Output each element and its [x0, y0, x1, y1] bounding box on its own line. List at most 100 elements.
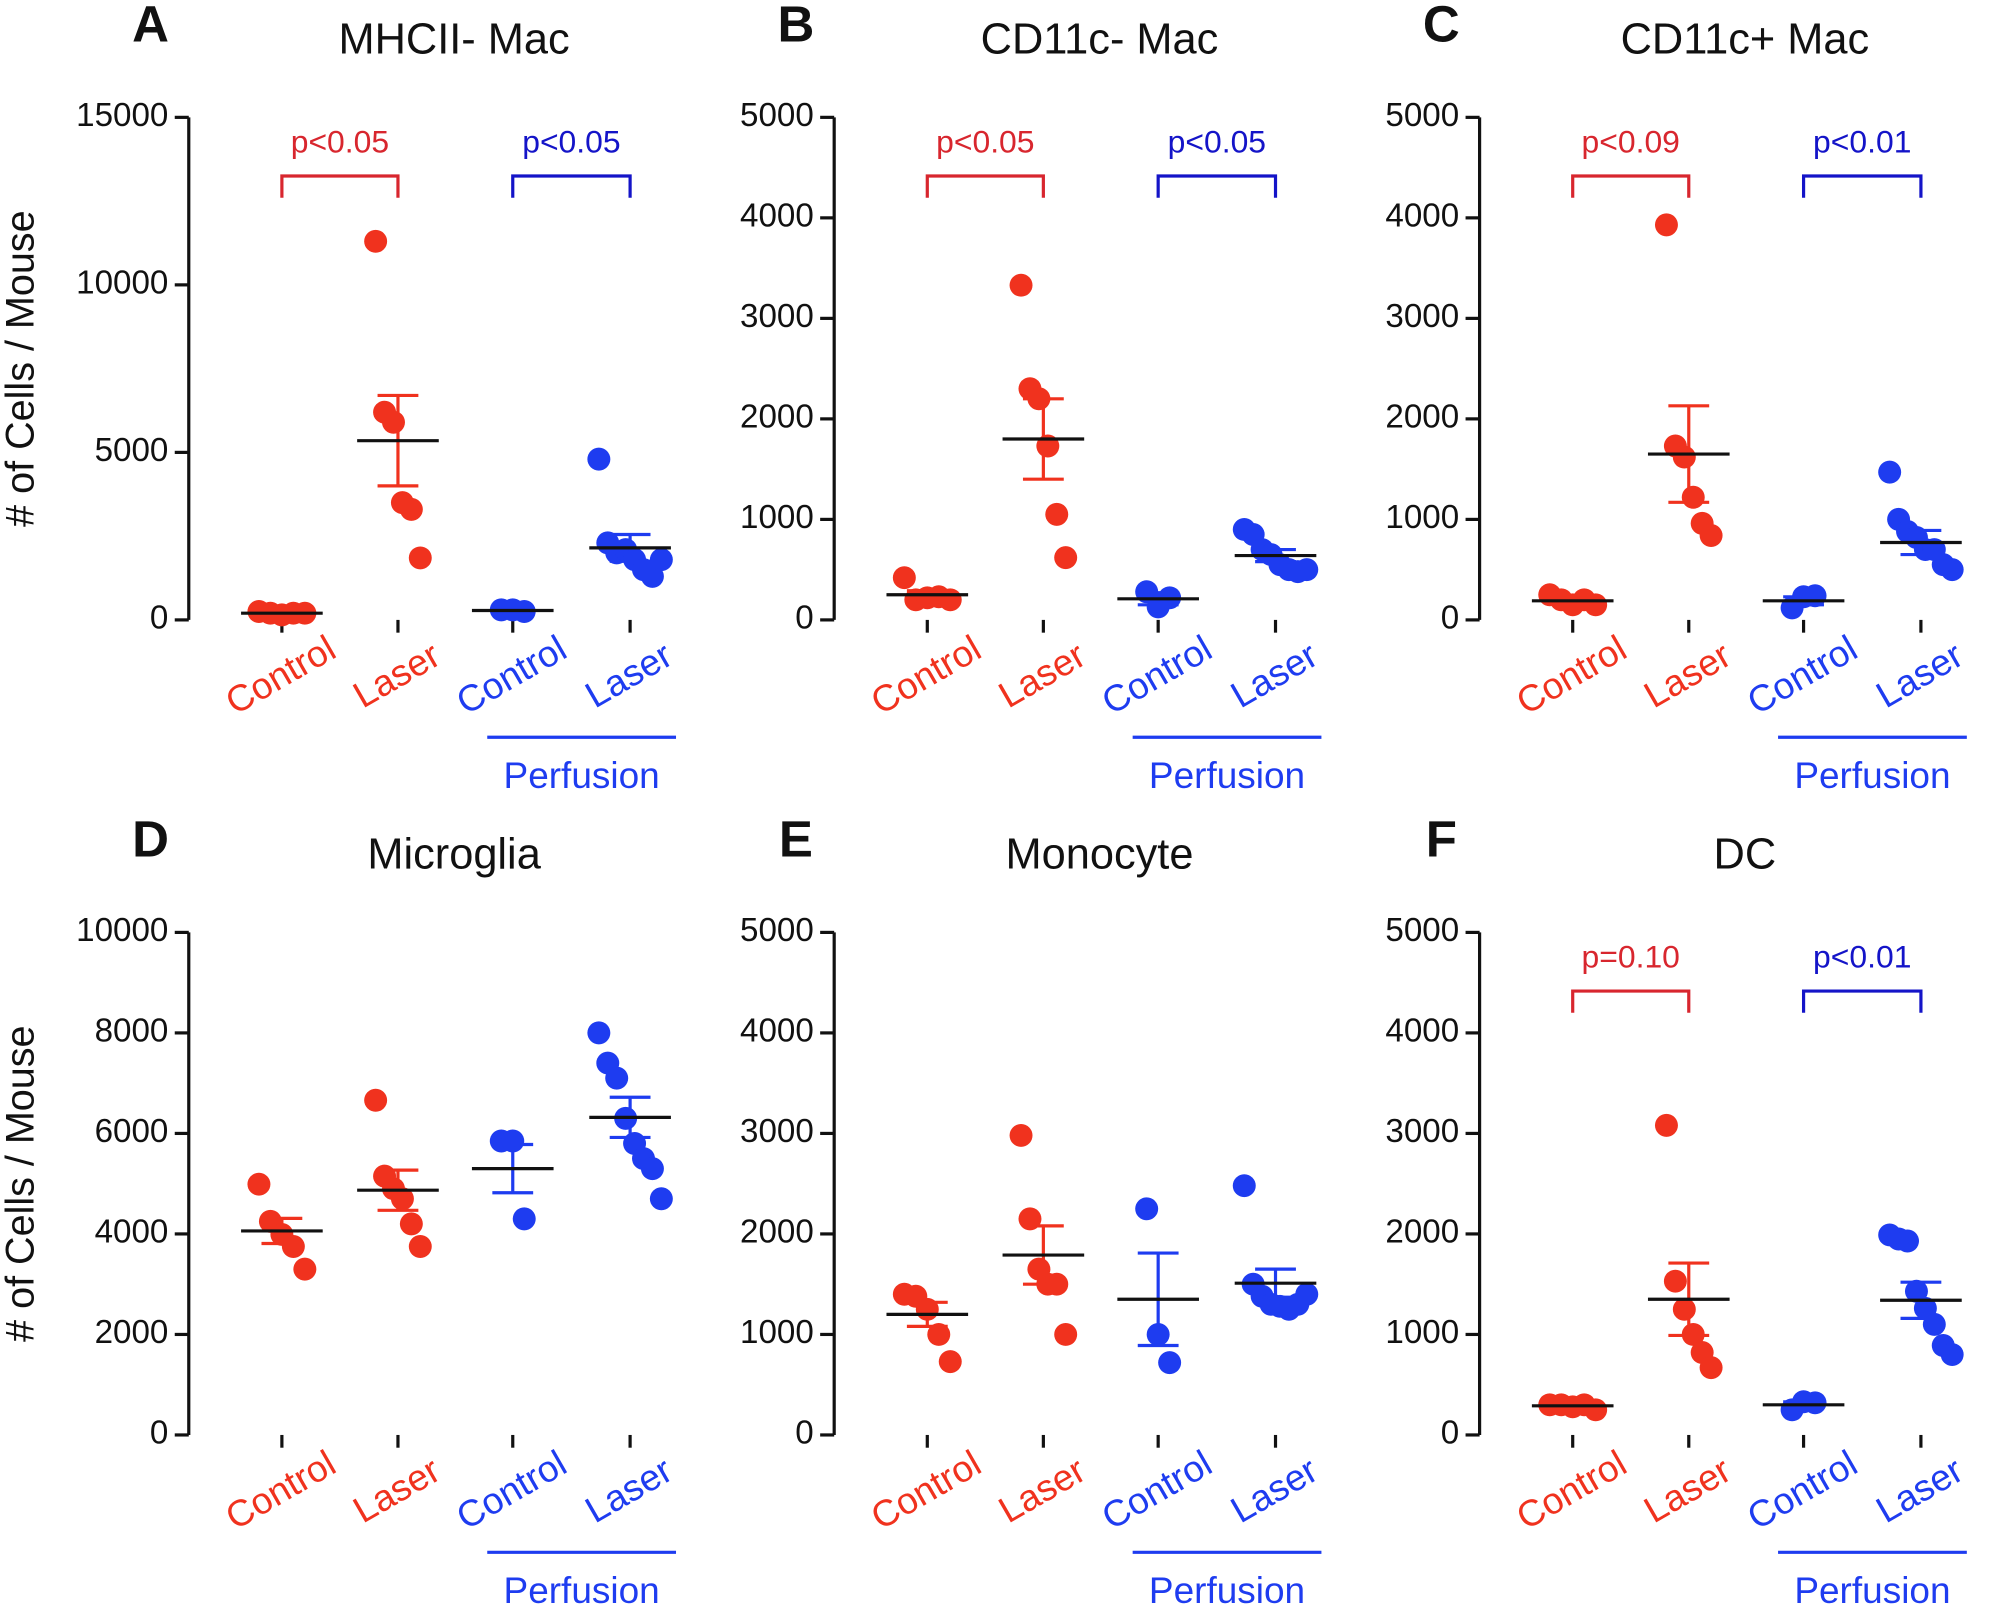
category-label: Control	[1509, 1442, 1633, 1537]
data-point	[1135, 1197, 1159, 1221]
y-tick-label: 6000	[95, 1113, 169, 1150]
data-point	[1158, 1351, 1182, 1375]
significance-bracket	[1801, 989, 1923, 1013]
y-tick-label: 10000	[76, 912, 168, 949]
data-point	[587, 447, 611, 471]
y-tick-label: 10000	[76, 265, 168, 302]
group-label: Perfusion	[1794, 755, 1950, 796]
group-label: Perfusion	[1149, 755, 1305, 796]
data-point	[1896, 1229, 1920, 1253]
data-point	[1663, 1269, 1687, 1293]
significance-bracket	[1156, 174, 1278, 198]
data-point	[1232, 1174, 1256, 1198]
y-tick-label: 5000	[740, 912, 814, 949]
panel-title: Monocyte	[1005, 831, 1193, 879]
p-value: p<0.05	[522, 124, 620, 160]
significance-bracket	[1571, 174, 1691, 198]
data-point	[1940, 1343, 1964, 1367]
y-tick-label: 8000	[95, 1013, 169, 1050]
data-point	[247, 1172, 271, 1196]
data-point	[892, 566, 916, 590]
data-point	[1922, 1312, 1946, 1336]
data-point	[1295, 1282, 1319, 1306]
data-point	[1009, 1123, 1033, 1147]
panel-letter: C	[1423, 0, 1460, 53]
y-tick-label: 4000	[1385, 1013, 1459, 1050]
panel-letter: B	[777, 0, 814, 53]
category-label: Control	[1740, 1442, 1864, 1537]
data-point	[938, 1350, 962, 1374]
category-label: Laser	[1224, 634, 1325, 716]
panel-letter: A	[132, 0, 169, 53]
category-label: Laser	[346, 1449, 447, 1531]
data-point	[1045, 502, 1069, 526]
y-axis-label: # of Cells / Mouse	[0, 210, 42, 526]
data-point	[927, 1322, 951, 1346]
data-point	[587, 1021, 611, 1045]
significance-bracket	[280, 174, 400, 198]
data-point	[364, 229, 388, 253]
category-label: Control	[450, 1442, 574, 1537]
p-value: p<0.09	[1582, 124, 1680, 160]
data-point	[512, 1207, 536, 1231]
significance-bracket	[925, 174, 1045, 198]
p-value: p=0.10	[1582, 939, 1680, 975]
y-axis-label: # of Cells / Mouse	[0, 1025, 42, 1341]
y-tick-label: 0	[795, 1415, 813, 1452]
data-point	[1654, 213, 1678, 237]
y-tick-label: 3000	[1385, 1113, 1459, 1150]
group-label: Perfusion	[504, 1570, 660, 1611]
category-label: Laser	[992, 1449, 1093, 1531]
category-label: Laser	[578, 1449, 679, 1531]
significance-bracket	[1801, 174, 1923, 198]
p-value: p<0.05	[291, 124, 389, 160]
y-tick-label: 4000	[95, 1214, 169, 1251]
panel-title: CD11c+ Mac	[1621, 16, 1870, 64]
y-tick-label: 0	[1441, 600, 1459, 637]
category-label: Laser	[1869, 634, 1970, 716]
data-point	[408, 546, 432, 570]
y-tick-label: 2000	[740, 1214, 814, 1251]
y-tick-label: 5000	[95, 432, 169, 469]
data-point	[1009, 273, 1033, 297]
panel-letter: E	[779, 811, 813, 868]
y-tick-label: 5000	[1385, 912, 1459, 949]
y-tick-label: 2000	[1385, 1214, 1459, 1251]
panel-title: MHCII- Mac	[338, 16, 569, 64]
data-point	[649, 548, 673, 572]
category-label: Control	[219, 627, 343, 722]
panel-letter: D	[132, 811, 169, 868]
data-point	[1054, 546, 1078, 570]
category-label: Laser	[992, 634, 1093, 716]
category-label: Control	[1740, 627, 1864, 722]
data-point	[408, 1235, 432, 1258]
y-tick-label: 2000	[1385, 399, 1459, 436]
data-point	[1699, 523, 1723, 547]
y-tick-label: 1000	[1385, 499, 1459, 536]
data-point	[1940, 558, 1964, 582]
data-point	[1699, 1356, 1723, 1380]
category-label: Control	[864, 1442, 988, 1537]
group-label: Perfusion	[1794, 1570, 1950, 1611]
data-point	[501, 1129, 525, 1153]
y-tick-label: 4000	[740, 1013, 814, 1050]
data-point	[281, 1235, 305, 1258]
y-tick-label: 5000	[740, 97, 814, 134]
data-point	[1654, 1113, 1678, 1137]
data-point	[399, 1212, 423, 1236]
y-tick-label: 1000	[740, 1314, 814, 1351]
y-tick-label: 2000	[95, 1314, 169, 1351]
group-label: Perfusion	[504, 755, 660, 796]
y-tick-label: 1000	[1385, 1314, 1459, 1351]
y-tick-label: 3000	[740, 1113, 814, 1150]
group-label: Perfusion	[1149, 1570, 1305, 1611]
data-point	[1295, 558, 1319, 582]
p-value: p<0.05	[936, 124, 1034, 160]
data-point	[399, 497, 423, 521]
y-tick-label: 2000	[740, 399, 814, 436]
y-tick-label: 3000	[740, 298, 814, 335]
data-point	[364, 1088, 388, 1112]
data-point	[605, 1066, 629, 1090]
category-label: Control	[1509, 627, 1633, 722]
panel-letter: F	[1426, 811, 1457, 868]
